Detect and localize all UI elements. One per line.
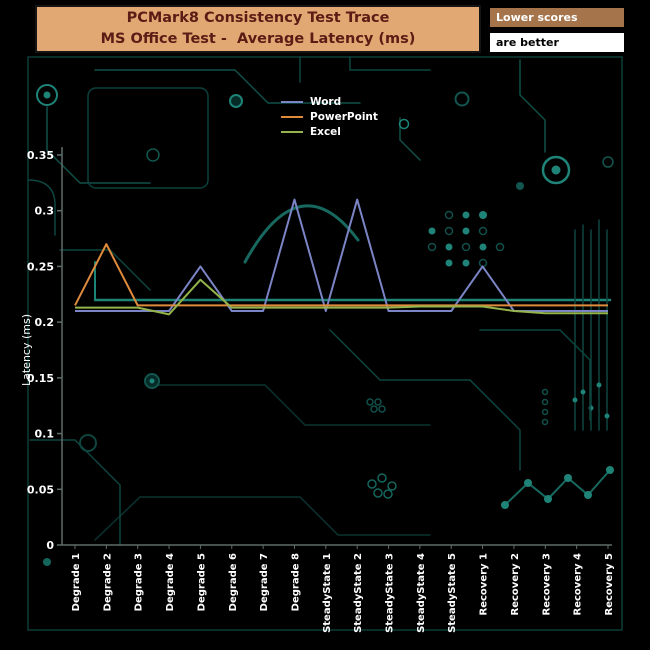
legend-item-word: Word	[281, 95, 378, 108]
x-category-label: Recovery 4	[573, 553, 584, 616]
legend-label-word: Word	[310, 95, 342, 108]
chart-title-line1: PCMark8 Consistency Test Trace	[126, 9, 390, 26]
legend-swatch-powerpoint	[281, 115, 303, 118]
legend-label-powerpoint: PowerPoint	[310, 110, 378, 123]
x-category-label: Degrade 1	[71, 553, 82, 611]
y-axis-title: Latency (ms)	[20, 314, 33, 386]
x-category-label: SteadyState 5	[447, 553, 458, 633]
x-category-label: Recovery 5	[604, 553, 615, 616]
x-category-label: Degrade 5	[196, 553, 207, 611]
x-category-label: Degrade 3	[134, 553, 145, 611]
x-category-label: Degrade 8	[290, 553, 301, 611]
series-line-powerpoint	[74, 243, 608, 307]
legend-item-excel: Excel	[281, 125, 378, 138]
y-tick-label: 0.2	[35, 316, 55, 329]
x-category-label: Degrade 6	[228, 553, 239, 611]
series-line-excel	[75, 278, 608, 316]
y-tick-label: 0	[46, 539, 54, 552]
legend-swatch-excel	[281, 130, 303, 133]
chart-title-line2: MS Office Test - Average Latency (ms)	[100, 31, 416, 47]
y-tick-label: 0.35	[27, 149, 54, 162]
y-tick-label: 0.1	[35, 428, 55, 441]
note-lower-scores: Lower scores	[489, 7, 625, 28]
x-category-label: SteadyState 3	[385, 553, 396, 633]
x-category-label: Degrade 4	[165, 553, 176, 611]
x-category-label: SteadyState 2	[353, 553, 364, 633]
y-tick-label: 0.25	[27, 260, 54, 273]
legend-item-powerpoint: PowerPoint	[281, 110, 378, 123]
series-line-word	[75, 198, 608, 312]
legend-swatch-word	[281, 100, 303, 103]
legend-label-excel: Excel	[310, 125, 341, 138]
chart-title-box: PCMark8 Consistency Test Trace MS Office…	[35, 5, 481, 53]
y-tick-label: 0.15	[27, 372, 54, 385]
x-category-label: SteadyState 1	[322, 553, 333, 633]
x-category-label: Degrade 2	[102, 553, 113, 611]
x-category-label: Recovery 3	[541, 553, 552, 616]
y-tick-label: 0.05	[27, 483, 54, 496]
y-tick-label: 0.3	[35, 205, 55, 218]
x-category-label: Recovery 1	[479, 553, 490, 616]
chart-legend: Word PowerPoint Excel	[281, 95, 378, 138]
x-category-label: Recovery 2	[510, 553, 521, 616]
note-are-better: are better	[489, 32, 625, 53]
x-category-label: SteadyState 4	[416, 553, 427, 633]
x-category-label: Degrade 7	[259, 553, 270, 611]
